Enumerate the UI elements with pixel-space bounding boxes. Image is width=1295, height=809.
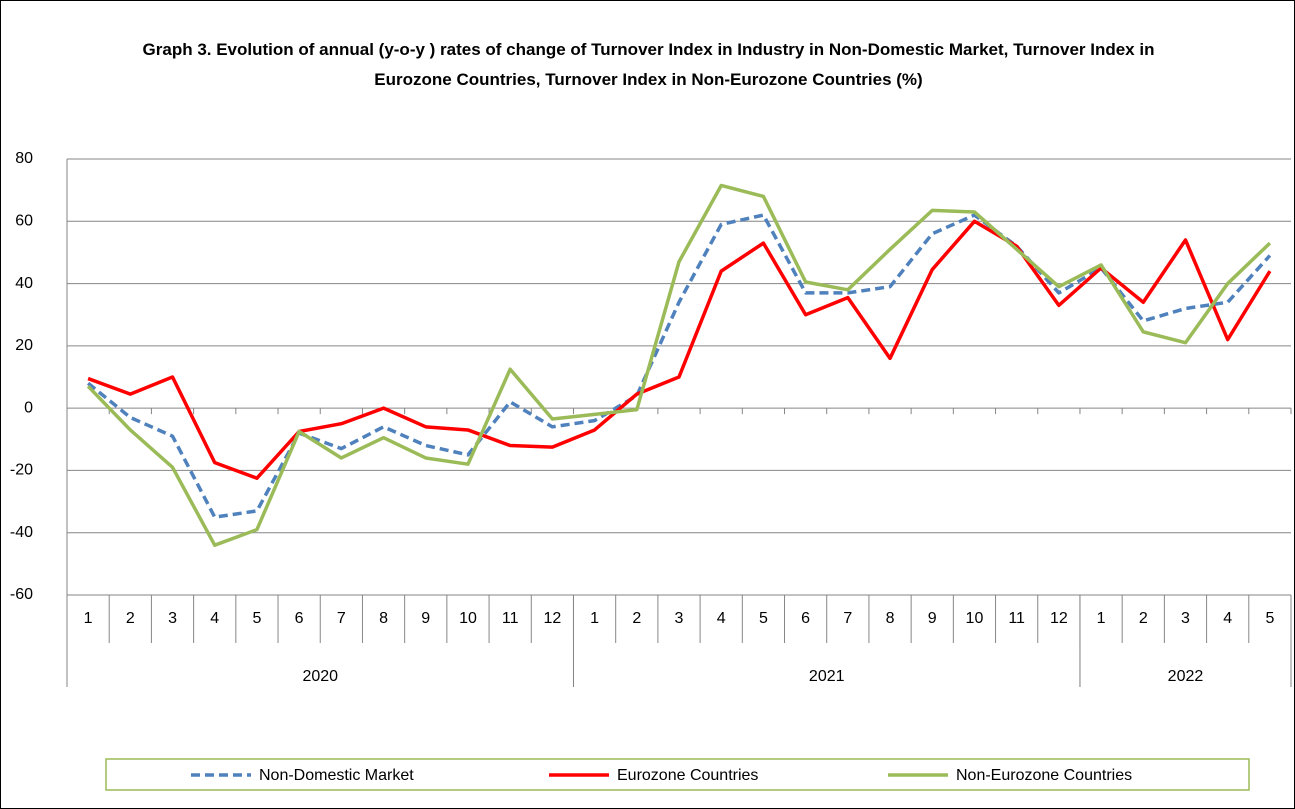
x-tick-label: 2 bbox=[126, 610, 135, 627]
x-tick-label: 6 bbox=[801, 610, 810, 627]
x-tick-label: 9 bbox=[421, 610, 430, 627]
x-tick-label: 1 bbox=[84, 610, 93, 627]
x-tick-label: 4 bbox=[1223, 610, 1232, 627]
x-tick-label: 11 bbox=[1008, 610, 1025, 627]
x-tick-label: 8 bbox=[379, 610, 388, 627]
x-tick-label: 8 bbox=[886, 610, 895, 627]
legend-box bbox=[105, 758, 1250, 791]
x-tick-label: 3 bbox=[675, 610, 684, 627]
group-label: 2021 bbox=[809, 668, 845, 685]
x-tick-label: 5 bbox=[252, 610, 261, 627]
x-tick-label: 10 bbox=[459, 610, 477, 627]
x-tick-label: 6 bbox=[295, 610, 304, 627]
x-tick-label: 12 bbox=[543, 610, 561, 627]
x-tick-label: 2 bbox=[1139, 610, 1148, 627]
series-line bbox=[87, 213, 1272, 519]
chart-title: Graph 3. Evolution of annual (y-o-y ) ra… bbox=[142, 40, 1155, 89]
x-tick-label: 5 bbox=[759, 610, 768, 627]
series-line bbox=[86, 183, 1272, 547]
x-tick-label: 5 bbox=[1265, 610, 1274, 627]
legend-label: Non-Eurozone Countries bbox=[956, 767, 1132, 784]
x-tick-label: 12 bbox=[1050, 610, 1068, 627]
x-tick-label: 4 bbox=[210, 610, 219, 627]
x-tick-label: 11 bbox=[502, 610, 519, 627]
x-tick-label: 3 bbox=[1181, 610, 1190, 627]
x-tick-label: 10 bbox=[966, 610, 984, 627]
y-tick-label: -60 bbox=[10, 586, 33, 603]
x-tick-label: 1 bbox=[590, 610, 599, 627]
y-tick-label: 40 bbox=[15, 275, 33, 292]
group-label: 2022 bbox=[1168, 668, 1204, 685]
y-tick-label: 20 bbox=[15, 337, 33, 354]
x-tick-label: 2 bbox=[632, 610, 641, 627]
x-tick-label: 7 bbox=[843, 610, 852, 627]
y-tick-label: 0 bbox=[24, 399, 33, 416]
y-tick-label: -20 bbox=[10, 462, 33, 479]
x-tick-label: 1 bbox=[1097, 610, 1106, 627]
legend-label: Eurozone Countries bbox=[617, 767, 758, 784]
y-tick-label: -40 bbox=[10, 524, 33, 541]
y-tick-label: 60 bbox=[15, 213, 33, 230]
series-line bbox=[87, 219, 1272, 480]
x-tick-label: 4 bbox=[717, 610, 726, 627]
x-tick-label: 9 bbox=[928, 610, 937, 627]
x-tick-label: 7 bbox=[337, 610, 346, 627]
x-tick-label: 3 bbox=[168, 610, 177, 627]
legend-label: Non-Domestic Market bbox=[259, 767, 414, 784]
y-tick-label: 80 bbox=[15, 150, 33, 167]
group-label: 2020 bbox=[302, 668, 338, 685]
